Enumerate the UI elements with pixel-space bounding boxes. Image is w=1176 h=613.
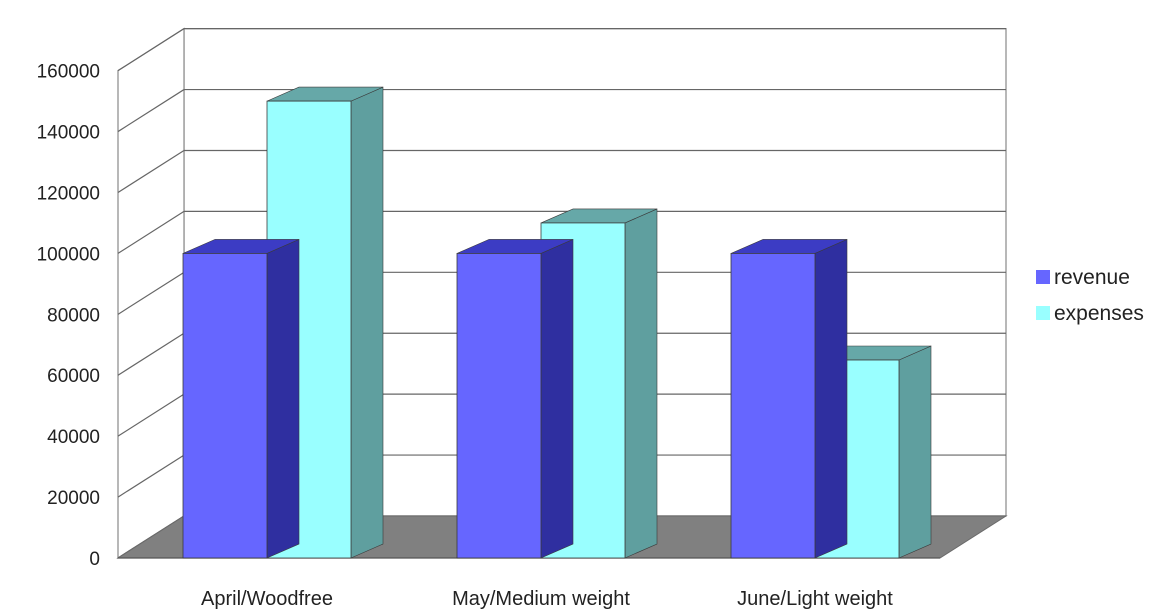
x-category-label: May/Medium weight [452,588,630,610]
y-tick-label: 160000 [37,62,100,83]
gridline-side [117,332,185,376]
gridline-side [117,271,185,315]
y-tick-label: 40000 [47,427,100,448]
x-category-label: April/Woodfree [201,588,333,610]
y-tick-label: 60000 [47,366,100,387]
bar-revenue-3 [730,238,848,559]
x-category-label: June/Light weight [737,588,893,610]
x-axis-category-labels: April/Woodfree May/Medium weight June/Ligh… [201,588,893,610]
y-tick-label: 120000 [37,183,100,204]
gridline-side [117,210,185,254]
legend-swatch-revenue [1036,270,1050,284]
y-tick-label: 20000 [47,488,100,509]
gridline-side [117,393,185,437]
bar-front-face [730,252,816,559]
gridline-side [117,149,185,193]
bar-side-face [540,238,574,559]
y-tick-label: 0 [89,549,100,570]
bar-side-face [898,345,932,559]
y-tick-label: 100000 [37,244,100,265]
bars [182,86,932,559]
y-axis-tick-labels: 0 20000 40000 60000 80000 100000 120000 140000 1… [37,62,100,570]
bar-side-face [814,238,848,559]
bar-front-face [456,252,542,559]
legend-swatch-expenses [1036,306,1050,320]
gridline-side [117,454,185,498]
legend-label-revenue: revenue [1054,266,1130,289]
bar-side-face [266,238,300,559]
bar-side-face [624,208,658,559]
bar-revenue-1 [182,238,300,559]
gridline-side [117,89,185,133]
legend-label-expenses: expenses [1054,302,1144,325]
bar-front-face [182,252,268,559]
gridline-side [117,28,185,72]
legend: revenue expenses [1036,266,1144,325]
y-tick-label: 140000 [37,123,100,144]
y-tick-label: 80000 [47,305,100,326]
bar-revenue-2 [456,238,574,559]
bar-side-face [350,86,384,559]
